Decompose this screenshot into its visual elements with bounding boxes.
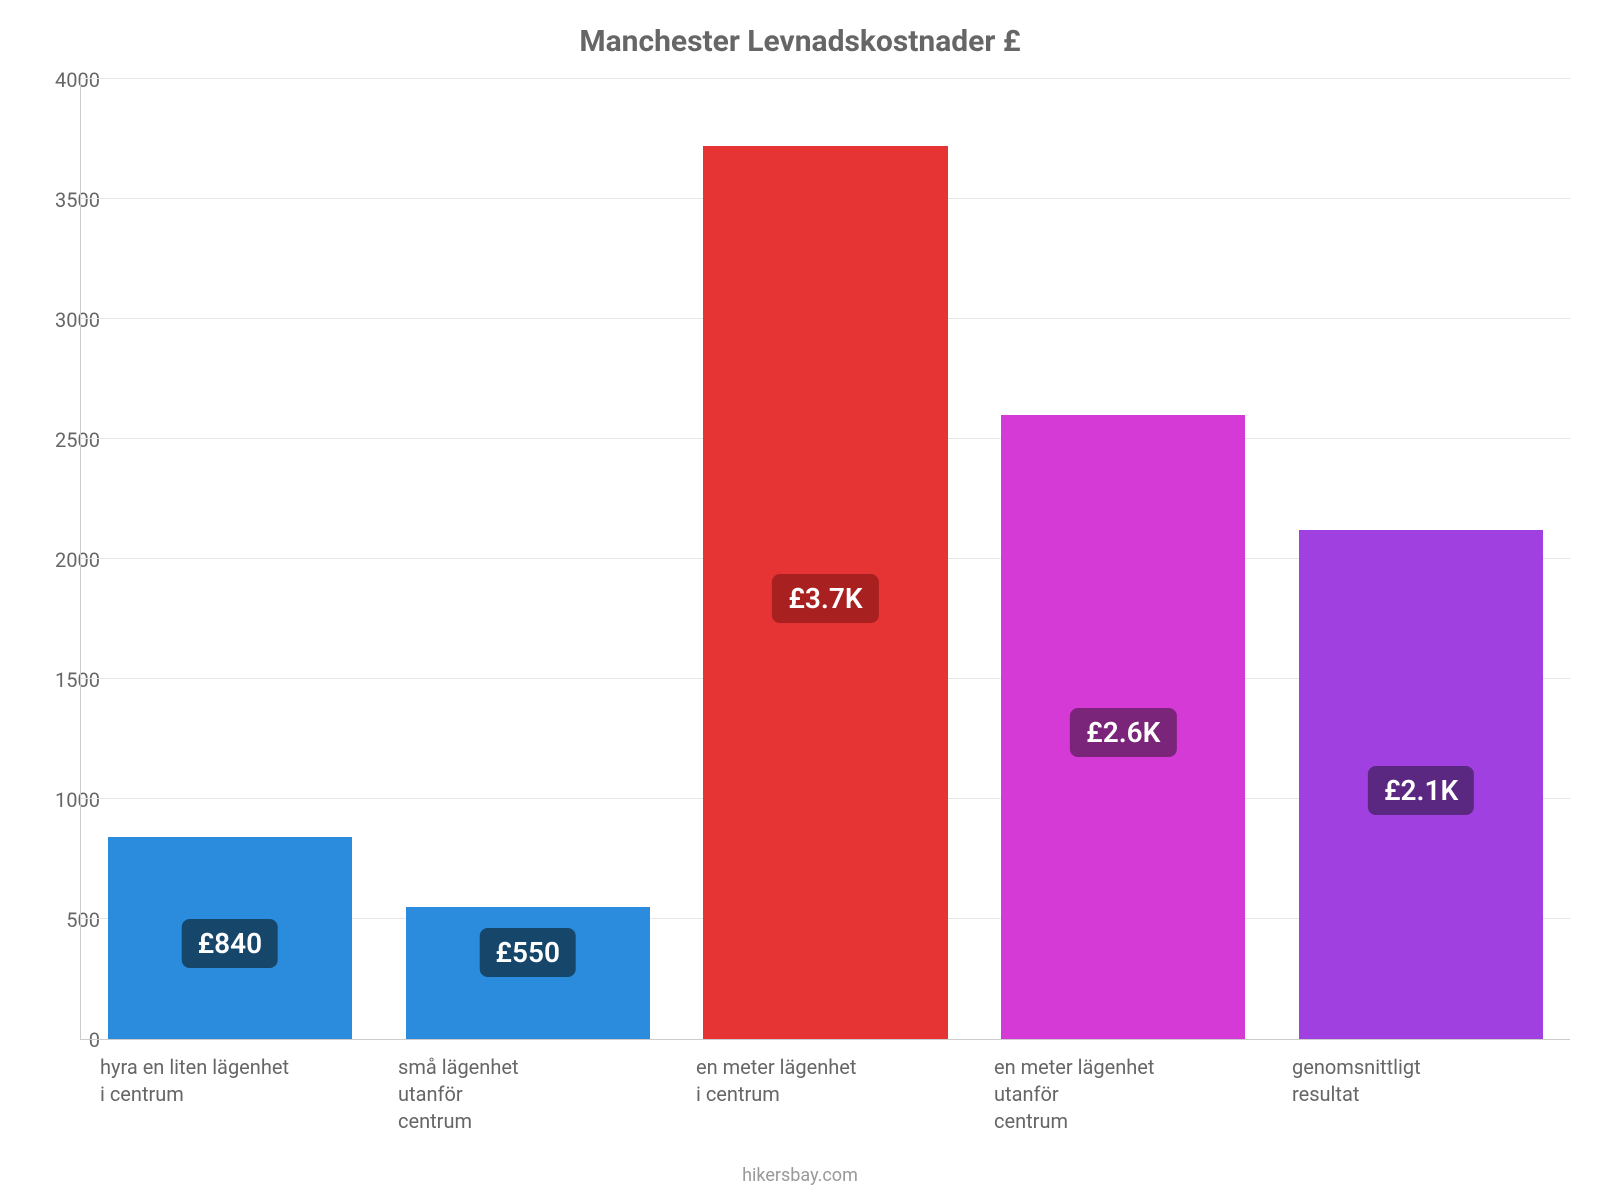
bar-slot: £2.1K — [1272, 80, 1570, 1039]
bar-slot: £3.7K — [677, 80, 975, 1039]
chart-title: Manchester Levnadskostnader £ — [0, 24, 1600, 59]
gridline — [81, 78, 1570, 79]
bar-value-badge: £2.1K — [1368, 766, 1474, 815]
chart-container: Manchester Levnadskostnader £ 0 500 1000… — [0, 0, 1600, 1200]
xlabel-0: hyra en liten lägenheti centrum — [80, 1046, 378, 1135]
bar-3: £2.6K — [1001, 415, 1245, 1039]
bar-0: £840 — [108, 837, 352, 1039]
bar-slot: £840 — [81, 80, 379, 1039]
bar-value-badge: £840 — [182, 919, 279, 968]
bar-4: £2.1K — [1299, 530, 1543, 1039]
bars-group: £840 £550 £3.7K £2.6K £2.1K — [81, 80, 1570, 1039]
footer-attribution: hikersbay.com — [0, 1165, 1600, 1186]
xlabel-3: en meter lägenhetutanförcentrum — [974, 1046, 1272, 1135]
bar-value-badge: £3.7K — [772, 574, 878, 623]
x-axis-labels: hyra en liten lägenheti centrum små läge… — [80, 1046, 1570, 1135]
bar-slot: £2.6K — [974, 80, 1272, 1039]
bar-value-badge: £550 — [479, 928, 576, 977]
bar-value-badge: £2.6K — [1070, 708, 1176, 757]
xlabel-2: en meter lägenheti centrum — [676, 1046, 974, 1135]
xlabel-1: små lägenhetutanförcentrum — [378, 1046, 676, 1135]
xlabel-4: genomsnittligtresultat — [1272, 1046, 1570, 1135]
bar-slot: £550 — [379, 80, 677, 1039]
bar-1: £550 — [406, 907, 650, 1039]
bar-2: £3.7K — [703, 146, 947, 1039]
plot-area: £840 £550 £3.7K £2.6K £2.1K — [80, 80, 1570, 1040]
